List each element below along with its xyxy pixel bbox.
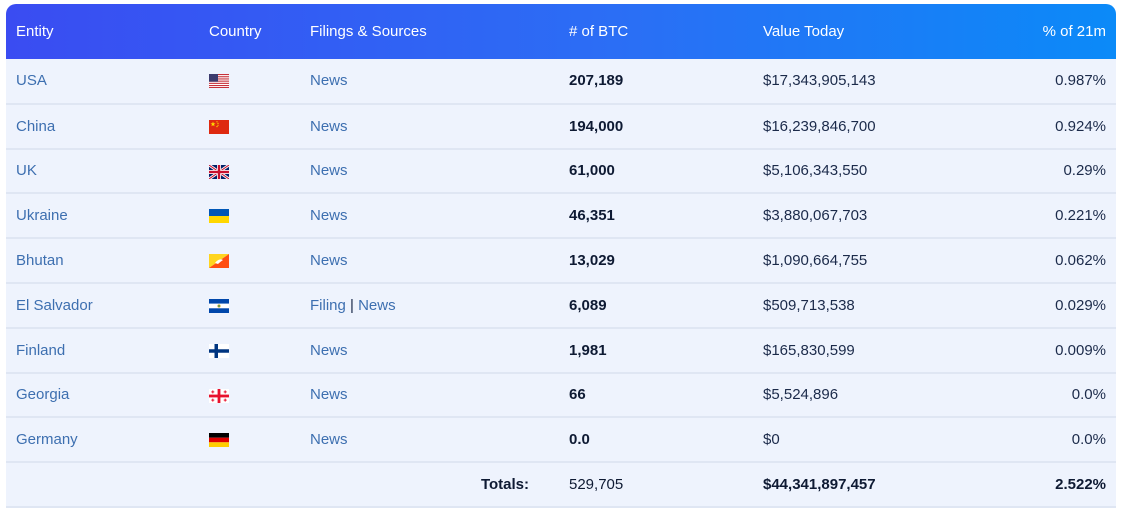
pct-of-21m: 0.987% [998,59,1116,105]
value-today: $16,239,846,700 [753,103,998,150]
entity-link[interactable]: UK [6,148,199,195]
totals-pct: 2.522% [998,462,1116,508]
value-today: $17,343,905,143 [753,59,998,105]
pct-of-21m: 0.29% [998,148,1116,195]
header-pct[interactable]: % of 21m [1042,23,1106,40]
totals-row: Totals: 529,705 $44,341,897,457 2.522% [6,462,1116,508]
table-row: El Salvador Filing | News 6,089 $509,713… [6,282,1116,329]
china-flag-icon [209,119,229,134]
totals-btc: 529,705 [559,462,753,508]
pct-of-21m: 0.062% [998,238,1116,284]
pct-of-21m: 0.009% [998,327,1116,374]
value-today: $0 [753,417,998,464]
btc-amount: 194,000 [559,103,753,150]
news-link[interactable]: News [310,207,348,225]
table-row: Finland News 1,981 $165,830,599 0.009% [6,327,1116,374]
news-link[interactable]: News [358,296,396,314]
btc-amount: 46,351 [559,193,753,240]
btc-amount: 6,089 [559,282,753,329]
georgia-flag-icon [209,388,229,403]
table-row: UK News 61,000 $5,106,343,550 0.29% [6,148,1116,195]
holdings-table-container: Entity Country Filings & Sources # of BT… [6,4,1116,508]
table-row: Bhutan News 13,029 $1,090,664,755 0.062% [6,238,1116,284]
table-row: Germany News 0.0 $0 0.0% [6,417,1116,464]
header-entity[interactable]: Entity [16,23,54,40]
news-link[interactable]: News [310,341,348,359]
el-salvador-flag-icon [209,298,229,313]
header-sources[interactable]: Filings & Sources [310,23,427,40]
entity-link[interactable]: China [6,103,199,150]
uk-flag-icon [209,164,229,179]
news-link[interactable]: News [310,72,348,90]
table-header-row: Entity Country Filings & Sources # of BT… [6,4,1116,59]
filing-link[interactable]: Filing [310,296,346,314]
header-btc[interactable]: # of BTC [569,23,629,40]
news-link[interactable]: News [310,162,348,180]
entity-link[interactable]: Ukraine [6,193,199,240]
value-today: $165,830,599 [753,327,998,374]
entity-link[interactable]: Germany [6,417,199,464]
pct-of-21m: 0.029% [998,282,1116,329]
totals-value: $44,341,897,457 [753,462,998,508]
bhutan-flag-icon [209,254,229,269]
entity-link[interactable]: El Salvador [6,282,199,329]
table-row: USA News 207,189 $17,343,905,143 0.987% [6,59,1116,105]
value-today: $509,713,538 [753,282,998,329]
header-value[interactable]: Value Today [763,23,845,40]
bitcoin-holdings-table: Entity Country Filings & Sources # of BT… [6,4,1116,508]
btc-amount: 61,000 [559,148,753,195]
table-row: Ukraine News 46,351 $3,880,067,703 0.221… [6,193,1116,240]
totals-label: Totals: [199,462,559,508]
news-link[interactable]: News [310,252,348,270]
entity-link[interactable]: Bhutan [6,238,199,284]
source-separator: | [345,296,359,314]
pct-of-21m: 0.0% [998,372,1116,419]
germany-flag-icon [209,433,229,448]
totals-spacer [6,462,199,508]
entity-link[interactable]: Georgia [6,372,199,419]
news-link[interactable]: News [310,431,348,449]
value-today: $5,524,896 [753,372,998,419]
pct-of-21m: 0.924% [998,103,1116,150]
pct-of-21m: 0.221% [998,193,1116,240]
btc-amount: 66 [559,372,753,419]
pct-of-21m: 0.0% [998,417,1116,464]
value-today: $3,880,067,703 [753,193,998,240]
btc-amount: 0.0 [559,417,753,464]
finland-flag-icon [209,343,229,358]
btc-amount: 1,981 [559,327,753,374]
value-today: $5,106,343,550 [753,148,998,195]
header-country[interactable]: Country [209,23,262,40]
entity-link[interactable]: USA [6,59,199,105]
btc-amount: 207,189 [559,59,753,105]
news-link[interactable]: News [310,386,348,404]
table-row: Georgia News 66 $5,524,896 0.0% [6,372,1116,419]
us-flag-icon [209,74,229,89]
btc-amount: 13,029 [559,238,753,284]
value-today: $1,090,664,755 [753,238,998,284]
table-row: China News 194,000 $16,239,846,700 0.924… [6,103,1116,150]
news-link[interactable]: News [310,117,348,135]
entity-link[interactable]: Finland [6,327,199,374]
ukraine-flag-icon [209,209,229,224]
